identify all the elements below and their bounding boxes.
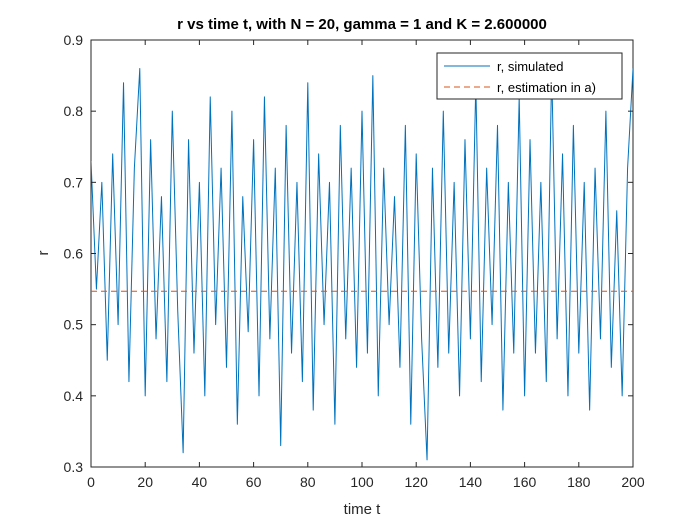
y-tick-label: 0.6 <box>64 246 84 262</box>
x-tick-label: 80 <box>300 474 316 490</box>
series-line-simulated <box>91 67 633 461</box>
y-axis-label: r <box>35 251 52 256</box>
legend-box <box>436 52 623 100</box>
x-tick-label: 180 <box>567 474 591 490</box>
x-tick-label: 120 <box>405 474 429 490</box>
legend: r, simulated r, estimation in a) <box>436 52 623 100</box>
x-tick-labels: 0 20 40 60 80 100 120 140 160 180 200 <box>87 474 645 490</box>
y-tick-label: 0.8 <box>64 103 84 119</box>
y-tick-label: 0.9 <box>64 32 84 48</box>
axis-layer <box>90 39 634 468</box>
x-tick-label: 60 <box>246 474 262 490</box>
x-axis-label: time t <box>344 501 382 518</box>
legend-label-simulated: r, simulated <box>497 59 563 74</box>
y-tick-label: 0.5 <box>64 317 84 333</box>
y-tick-label: 0.3 <box>64 459 84 475</box>
plot-area <box>90 39 634 468</box>
x-tick-label: 0 <box>87 474 95 490</box>
x-tick-label: 100 <box>350 474 374 490</box>
y-tick-label: 0.7 <box>64 174 84 190</box>
chart-title: r vs time t, with N = 20, gamma = 1 and … <box>177 16 547 33</box>
x-tick-label: 200 <box>621 474 645 490</box>
y-tick-label: 0.4 <box>64 388 84 404</box>
y-tick-labels: 0.3 0.4 0.5 0.6 0.7 0.8 0.9 <box>64 32 84 475</box>
x-tick-label: 140 <box>459 474 483 490</box>
x-tick-label: 160 <box>513 474 537 490</box>
x-tick-label: 40 <box>192 474 208 490</box>
series-layer <box>91 67 633 461</box>
x-tick-label: 20 <box>137 474 153 490</box>
legend-label-estimation: r, estimation in a) <box>497 80 596 95</box>
